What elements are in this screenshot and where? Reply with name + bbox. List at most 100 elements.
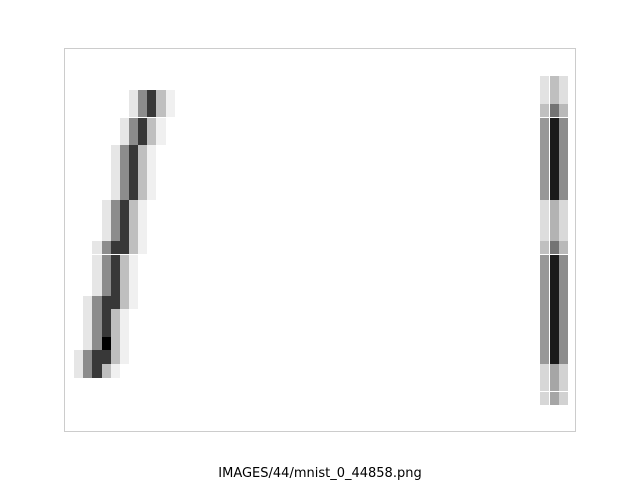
- pixel-cell: [540, 76, 550, 91]
- pixel-cell: [110, 158, 120, 173]
- pixel-cell: [147, 131, 157, 145]
- pixel-cell: [119, 268, 129, 282]
- pixel-cell: [128, 144, 139, 159]
- pixel-cell: [540, 295, 550, 310]
- pixel-cell: [101, 240, 111, 255]
- pixel-cell: [558, 336, 568, 351]
- pixel-cell: [110, 199, 120, 214]
- pixel-cell: [558, 158, 568, 173]
- pixel-cell: [101, 323, 111, 337]
- pixel-cell: [558, 350, 568, 365]
- pixel-cell: [549, 172, 559, 186]
- pixel-cell: [110, 309, 120, 323]
- pixel-cell: [110, 186, 120, 200]
- pixel-cell: [128, 117, 139, 132]
- pixel-cell: [119, 254, 129, 269]
- pixel-cell: [119, 323, 129, 337]
- pixel-cell: [128, 213, 139, 228]
- pixel-cell: [540, 213, 550, 228]
- pixel-cell: [92, 254, 102, 269]
- pixel-cell: [138, 103, 148, 118]
- pixel-cell: [138, 240, 148, 255]
- pixel-cell: [110, 336, 120, 351]
- pixel-cell: [138, 117, 148, 132]
- pixel-cell: [138, 144, 148, 159]
- pixel-cell: [558, 144, 568, 159]
- pixel-cell: [119, 350, 129, 365]
- pixel-cell: [558, 377, 568, 392]
- pixel-cell: [110, 213, 120, 228]
- pixel-cell: [101, 199, 111, 214]
- pixel-cell: [92, 295, 102, 310]
- pixel-cell: [138, 158, 148, 173]
- pixel-cell: [92, 309, 102, 323]
- pixel-cell: [558, 103, 568, 118]
- pixel-cell: [549, 103, 559, 118]
- pixel-cell: [119, 281, 129, 296]
- pixel-cell: [540, 240, 550, 255]
- pixel-cell: [92, 364, 102, 378]
- pixel-cell: [128, 240, 139, 255]
- pixel-cell: [128, 281, 139, 296]
- pixel-cell: [549, 76, 559, 91]
- pixel-cell: [558, 199, 568, 214]
- pixel-cell: [549, 186, 559, 200]
- pixel-cell: [540, 90, 550, 104]
- pixel-cell: [558, 268, 568, 282]
- pixel-cell: [540, 131, 550, 145]
- pixel-cell: [540, 350, 550, 365]
- pixel-cell: [540, 158, 550, 173]
- pixel-cell: [540, 281, 550, 296]
- pixel-cell: [147, 144, 157, 159]
- pixel-cell: [128, 90, 139, 104]
- pixel-cell: [110, 350, 120, 365]
- pixel-cell: [110, 295, 120, 310]
- pixel-cell: [119, 336, 129, 351]
- pixel-cell: [101, 227, 111, 241]
- pixel-cell: [128, 295, 139, 310]
- pixel-cell: [558, 281, 568, 296]
- pixel-cell: [119, 144, 129, 159]
- pixel-cell: [549, 350, 559, 365]
- image-frame: [64, 48, 576, 432]
- pixel-cell: [92, 268, 102, 282]
- pixel-cell: [558, 295, 568, 310]
- pixel-cell: [119, 213, 129, 228]
- pixel-cell: [110, 323, 120, 337]
- pixel-cell: [110, 227, 120, 241]
- pixel-cell: [540, 336, 550, 351]
- pixel-cell: [101, 213, 111, 228]
- pixel-cell: [549, 364, 559, 378]
- pixel-cell: [138, 186, 148, 200]
- pixel-cell: [558, 323, 568, 337]
- pixel-cell: [540, 199, 550, 214]
- pixel-cell: [119, 199, 129, 214]
- pixel-cell: [549, 391, 559, 406]
- pixel-cell: [540, 391, 550, 406]
- pixel-cell: [558, 76, 568, 91]
- pixel-cell: [156, 103, 166, 118]
- pixel-cell: [83, 309, 93, 323]
- pixel-cell: [558, 240, 568, 255]
- pixel-cell: [119, 186, 129, 200]
- pixel-cell: [92, 281, 102, 296]
- pixel-cell: [549, 199, 559, 214]
- pixel-cell: [540, 268, 550, 282]
- pixel-cell: [101, 295, 111, 310]
- pixel-cell: [128, 268, 139, 282]
- pixel-cell: [138, 172, 148, 186]
- pixel-cell: [540, 172, 550, 186]
- pixel-cell: [147, 103, 157, 118]
- pixel-cell: [101, 309, 111, 323]
- pixel-cell: [74, 350, 84, 365]
- pixel-cell: [540, 309, 550, 323]
- pixel-cell: [92, 350, 102, 365]
- pixel-cell: [549, 254, 559, 269]
- pixel-cell: [119, 117, 129, 132]
- pixel-cell: [110, 281, 120, 296]
- pixel-cell: [540, 227, 550, 241]
- pixel-cell: [558, 227, 568, 241]
- pixel-cell: [119, 295, 129, 310]
- pixel-cell: [147, 158, 157, 173]
- pixel-cell: [128, 131, 139, 145]
